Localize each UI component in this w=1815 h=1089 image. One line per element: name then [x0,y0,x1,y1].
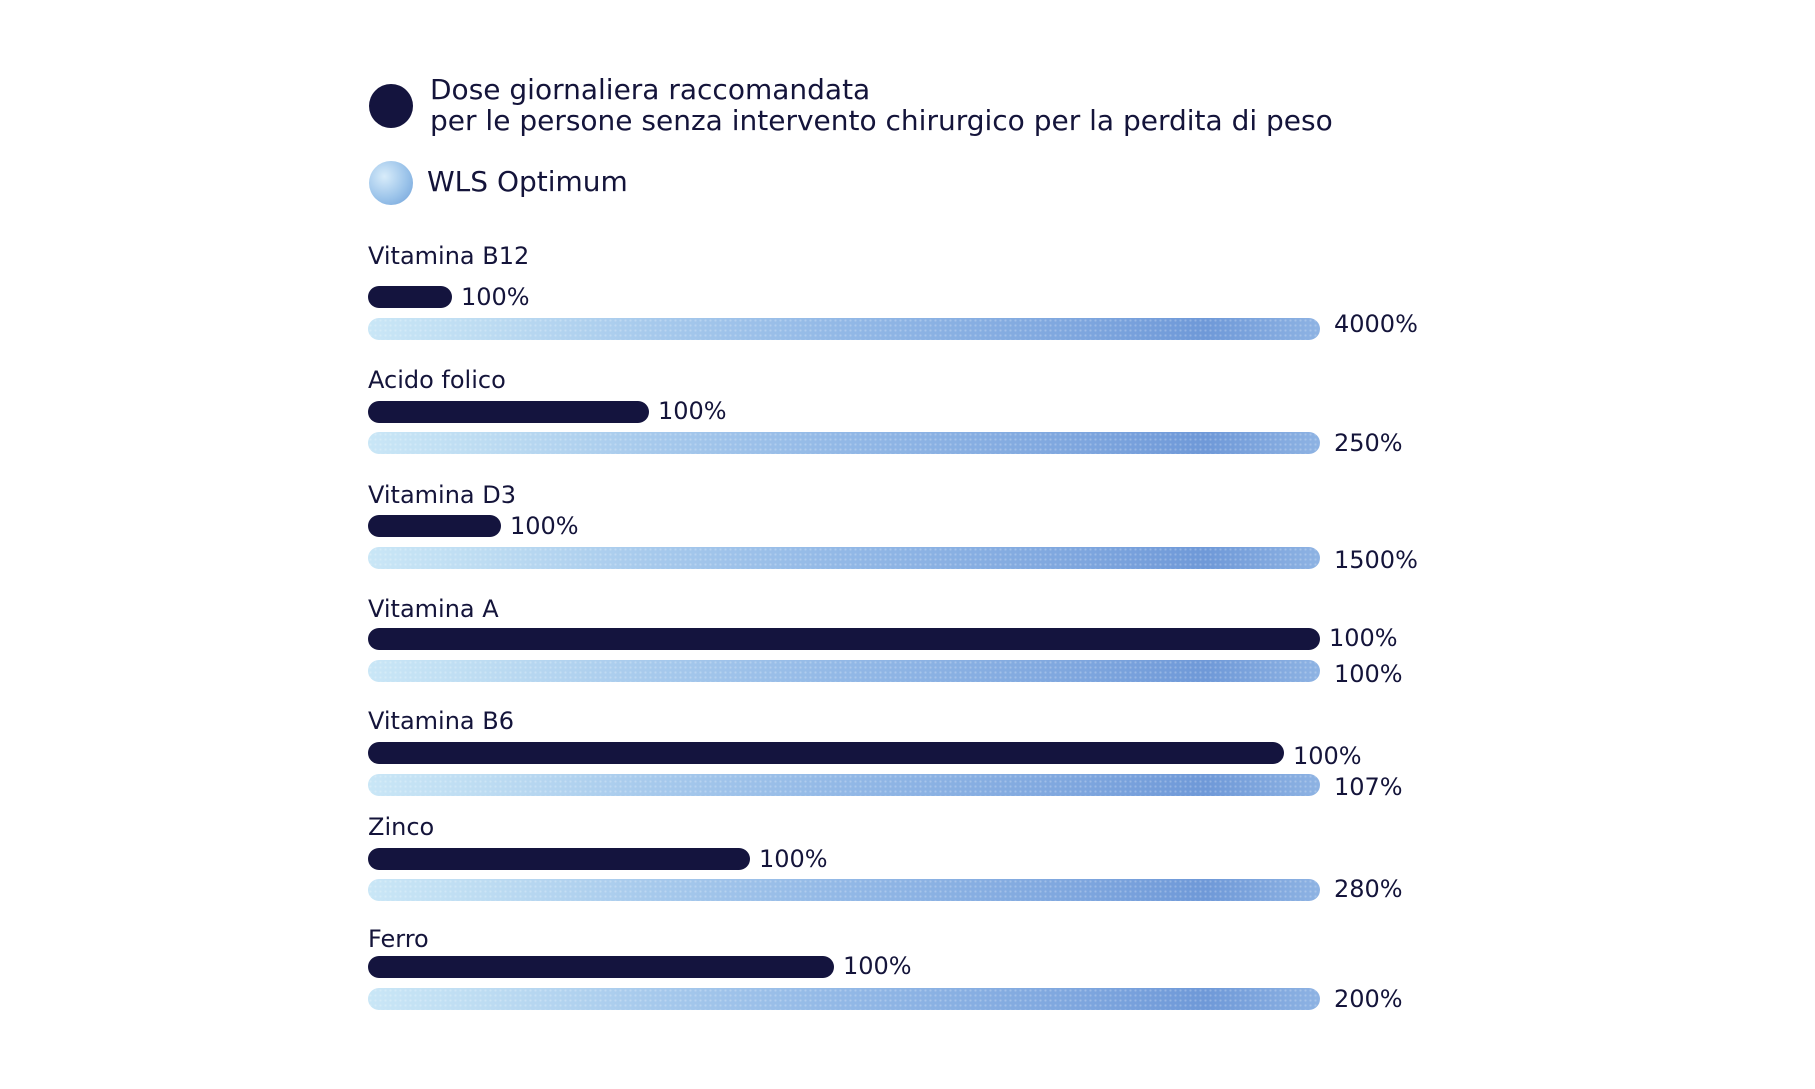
legend-label-wls-optimum: WLS Optimum [427,165,628,198]
value-label-recommended-dose: 100% [1293,742,1362,770]
value-label-wls-optimum: 4000% [1334,310,1418,338]
value-label-wls-optimum: 200% [1334,985,1403,1013]
category-label: Ferro [368,925,429,953]
bar-wls-optimum [368,547,1320,569]
value-label-recommended-dose: 100% [1329,624,1398,652]
category-label: Vitamina B12 [368,242,530,270]
bar-recommended-dose [368,401,649,423]
bar-recommended-dose [368,628,1320,650]
value-label-wls-optimum: 107% [1334,773,1403,801]
legend-swatch-recommended-dose [369,84,413,128]
category-label: Vitamina D3 [368,481,517,509]
value-label-recommended-dose: 100% [658,397,727,425]
value-label-wls-optimum: 280% [1334,875,1403,903]
legend-swatch-wls-optimum [369,161,413,205]
bar-wls-optimum [368,660,1320,682]
value-label-wls-optimum: 1500% [1334,546,1418,574]
category-label: Zinco [368,813,435,841]
value-label-wls-optimum: 100% [1334,660,1403,688]
bar-wls-optimum [368,879,1320,901]
value-label-wls-optimum: 250% [1334,429,1403,457]
bar-wls-optimum [368,318,1320,340]
legend-label-recommended-dose-line2: per le persone senza intervento chirurgi… [430,104,1333,137]
bar-recommended-dose [368,286,452,308]
legend-label-recommended-dose-line1: Dose giornaliera raccomandata [430,73,871,106]
value-label-recommended-dose: 100% [461,283,530,311]
bar-wls-optimum [368,432,1320,454]
value-label-recommended-dose: 100% [759,845,828,873]
bar-wls-optimum [368,774,1320,796]
value-label-recommended-dose: 100% [510,512,579,540]
value-label-recommended-dose: 100% [843,952,912,980]
bar-wls-optimum [368,988,1320,1010]
bar-recommended-dose [368,848,750,870]
category-label: Vitamina A [368,595,499,623]
bar-recommended-dose [368,956,834,978]
category-label: Acido folico [368,366,506,394]
bar-recommended-dose [368,515,501,537]
category-label: Vitamina B6 [368,707,515,735]
bar-recommended-dose [368,742,1284,764]
